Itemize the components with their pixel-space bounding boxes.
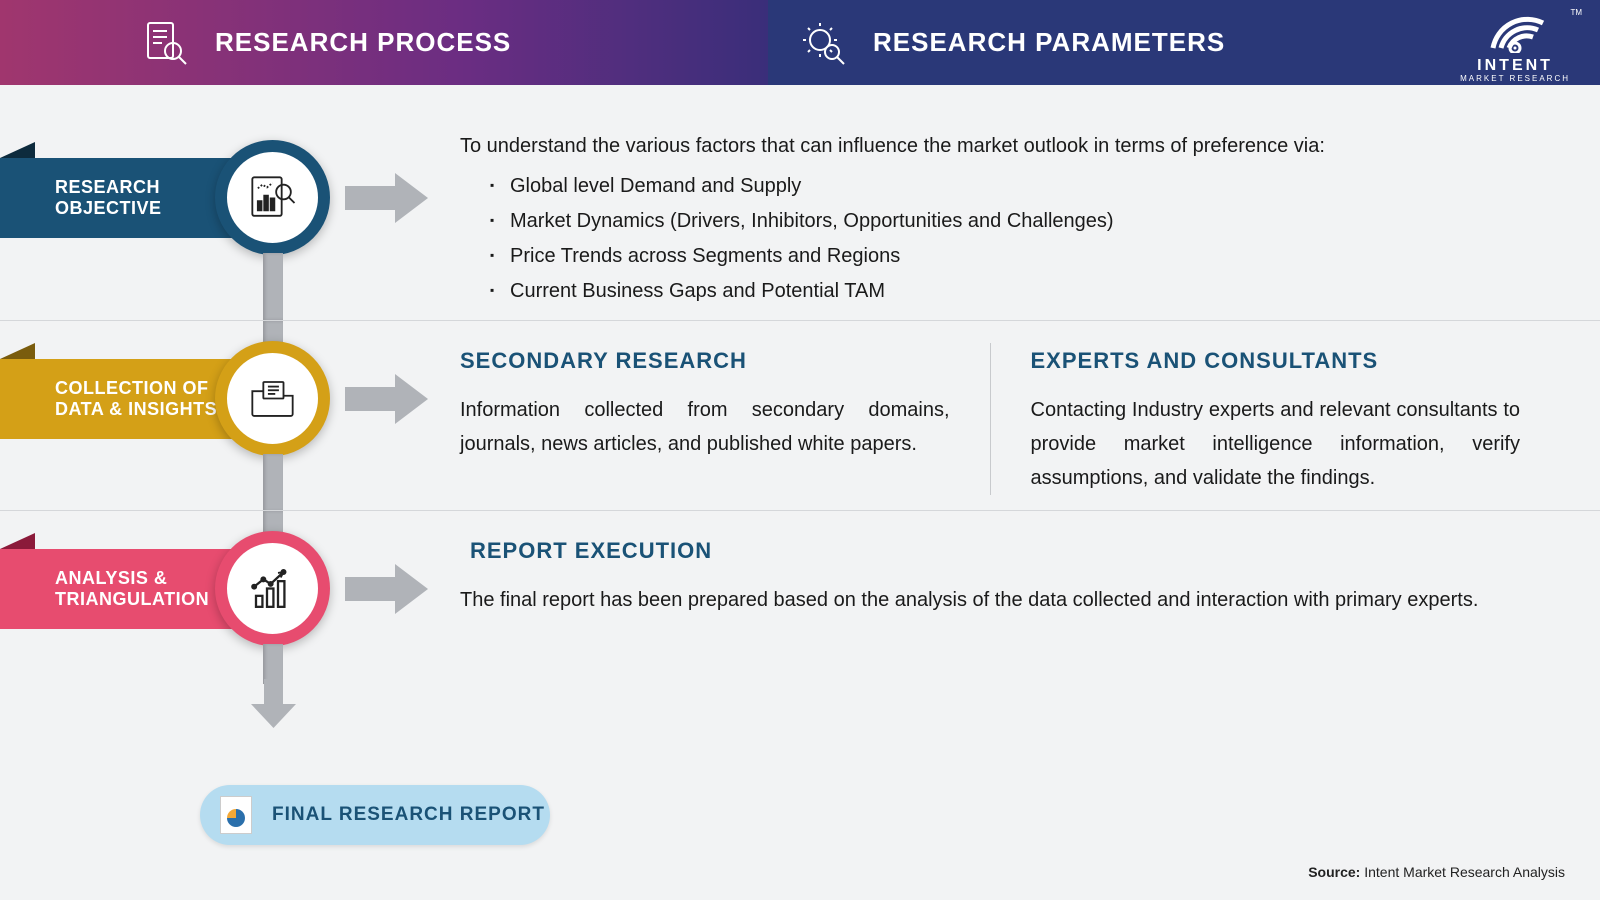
infographic-root: RESEARCH PROCESS RESEARCH PARAMETERS (0, 0, 1600, 900)
stage-data-collection: COLLECTION OF DATA & INSIGHTS SECONDARY … (0, 320, 1600, 510)
bullet: Market Dynamics (Drivers, Inhibitors, Op… (490, 205, 1540, 237)
header-right-title: RESEARCH PARAMETERS (873, 27, 1225, 58)
stage-analysis: ANALYSIS & TRIANGULATION (0, 510, 1600, 685)
col-1-text: Information collected from secondary dom… (460, 393, 950, 461)
report-pie-icon (220, 796, 252, 834)
source-label: Source: (1308, 864, 1360, 880)
connector-1 (263, 253, 283, 320)
stage-1-bullets: Global level Demand and Supply Market Dy… (460, 170, 1540, 307)
arrow-down-icon (246, 676, 301, 731)
col-experts: EXPERTS AND CONSULTANTS Contacting Indus… (990, 343, 1541, 495)
final-report-pill: FINAL RESEARCH REPORT (200, 785, 550, 845)
stage-3-subtitle: REPORT EXECUTION (470, 533, 1540, 568)
badge-1 (215, 140, 330, 255)
col-2-text: Contacting Industry experts and relevant… (1031, 393, 1521, 495)
header-left-panel: RESEARCH PROCESS (0, 0, 768, 85)
arrow-right-icon (340, 168, 430, 228)
stage-3-text: The final report has been prepared based… (460, 583, 1540, 617)
logo-text: INTENT (1460, 58, 1570, 74)
source-value: Intent Market Research Analysis (1364, 864, 1565, 880)
arrow-right-icon (340, 369, 430, 429)
ribbon-1: RESEARCH OBJECTIVE (0, 158, 250, 238)
header-right-panel: RESEARCH PARAMETERS INTENT MARKET RESEAR… (768, 0, 1600, 85)
bullet: Global level Demand and Supply (490, 170, 1540, 202)
source-attribution: Source: Intent Market Research Analysis (1308, 864, 1565, 880)
bullet: Current Business Gaps and Potential TAM (490, 275, 1540, 307)
logo-tm: TM (1570, 8, 1582, 17)
header: RESEARCH PROCESS RESEARCH PARAMETERS (0, 0, 1600, 85)
bullet: Price Trends across Segments and Regions (490, 240, 1540, 272)
header-left-title: RESEARCH PROCESS (215, 27, 511, 58)
connector-3a (263, 511, 283, 533)
col-1-title: SECONDARY RESEARCH (460, 343, 950, 378)
badge-2 (215, 341, 330, 456)
final-label: FINAL RESEARCH REPORT (272, 804, 545, 826)
ribbon-2: COLLECTION OF DATA & INSIGHTS (0, 359, 250, 439)
col-2-title: EXPERTS AND CONSULTANTS (1031, 343, 1521, 378)
gear-search-icon (798, 18, 848, 68)
brand-logo: INTENT MARKET RESEARCH TM (1460, 3, 1570, 83)
folder-file-icon (245, 371, 300, 426)
logo-arcs-icon (1483, 3, 1548, 53)
document-search-icon (140, 18, 190, 68)
document-chart-magnify-icon (245, 170, 300, 225)
body: RESEARCH OBJECTIVE (0, 85, 1600, 900)
logo-subtext: MARKET RESEARCH (1460, 74, 1570, 83)
stage-1-intro: To understand the various factors that c… (460, 130, 1540, 162)
badge-3 (215, 531, 330, 646)
col-secondary-research: SECONDARY RESEARCH Information collected… (460, 343, 990, 495)
bar-trend-icon (245, 561, 300, 616)
arrow-right-icon (340, 559, 430, 619)
ribbon-3: ANALYSIS & TRIANGULATION (0, 549, 250, 629)
stage-research-objective: RESEARCH OBJECTIVE (0, 120, 1600, 320)
connector-2a (263, 321, 283, 343)
connector-2b (263, 454, 283, 511)
